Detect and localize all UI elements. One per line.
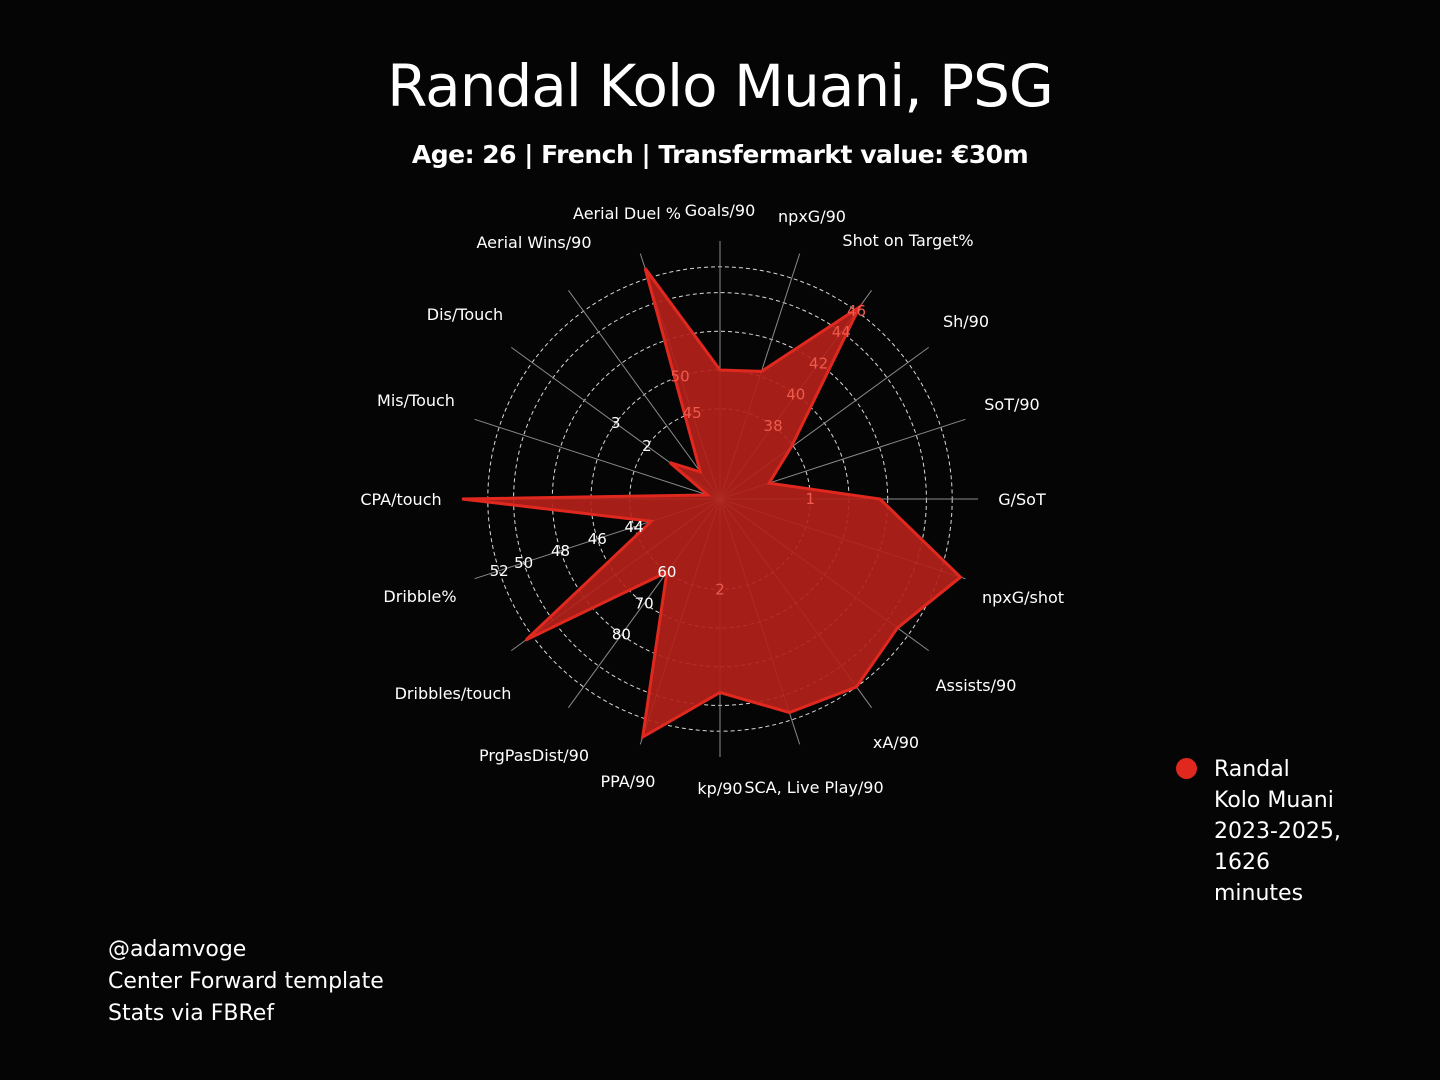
axis-label: PrgPasDist/90 [479,746,589,765]
radar-axis-labels: Goals/90 npxG/90 Shot on Target% Sh/90 SoT/9… [360,201,1064,798]
tick-label: 40 [786,386,805,404]
axis-label: xA/90 [873,733,919,752]
axis-label: Assists/90 [936,676,1017,695]
legend-label: Randal Kolo Muani 2023-2025, 1626 minute… [1214,754,1344,909]
legend-line: 1626 [1214,850,1270,875]
tick-label: 48 [551,542,570,560]
axis-label: CPA/touch [360,490,441,509]
tick-label: 46 [588,530,607,548]
tick-label: 50 [514,554,533,572]
legend: Randal Kolo Muani 2023-2025, 1626 minute… [1176,754,1344,909]
credit-template: Center Forward template [108,969,384,994]
tick-label: 45 [683,404,702,422]
credits: @adamvoge Center Forward template Stats … [108,934,384,1030]
axis-label: Sh/90 [943,312,989,331]
axis-label: Shot on Target% [842,231,973,250]
chart-subtitle: Age: 26 | French | Transfermarkt value: … [411,140,1029,169]
tick-label: 38 [764,417,783,435]
legend-line: 2023-2025, [1214,819,1341,844]
tick-label: 2 [642,437,652,455]
axis-label: Mis/Touch [377,391,455,410]
radar-series [461,267,963,740]
tick-label: 52 [490,562,509,580]
legend-line: minutes [1214,881,1304,906]
legend-line: Randal [1214,757,1290,782]
tick-label: 44 [625,518,644,536]
series-area [461,267,963,740]
tick-label: 80 [612,626,631,644]
axis-label: G/SoT [998,490,1046,509]
legend-marker [1176,758,1197,779]
legend-line: Kolo Muani [1214,788,1334,813]
axis-label: kp/90 [697,779,742,798]
tick-label: 44 [832,323,851,341]
credit-author: @adamvoge [108,937,247,962]
axis-label: Aerial Duel % [573,204,681,223]
credit-source: Stats via FBRef [108,1001,275,1026]
tick-label: 70 [635,594,654,612]
chart-title: Randal Kolo Muani, PSG [387,52,1054,120]
axis-label: SCA, Live Play/90 [744,778,883,797]
tick-label: 3 [611,414,621,432]
axis-label: Dribble% [383,587,456,606]
tick-label: 42 [809,354,828,372]
tick-label: 1 [806,490,816,508]
axis-label: npxG/shot [982,588,1064,607]
axis-spoke [474,418,721,500]
axis-label: SoT/90 [984,395,1039,414]
axis-label: Dis/Touch [427,305,503,324]
tick-label: 50 [671,367,690,385]
tick-label: 2 [715,580,725,598]
axis-label: npxG/90 [778,207,846,226]
axis-label: Goals/90 [685,201,756,220]
axis-spoke [567,290,721,500]
axis-label: Dribbles/touch [395,684,512,703]
tick-label: 46 [847,302,866,320]
axis-label: Aerial Wins/90 [476,233,591,252]
tick-label: 60 [657,563,676,581]
axis-label: PPA/90 [601,772,656,791]
